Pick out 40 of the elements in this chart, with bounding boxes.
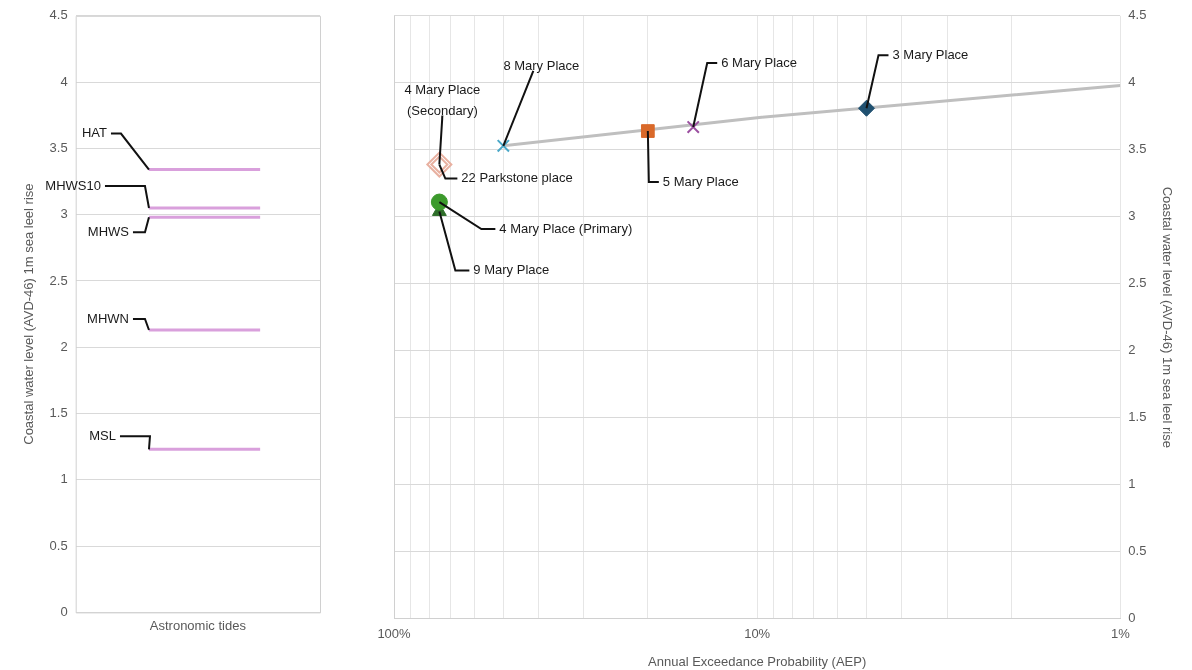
y-tick-label: 1.5: [1128, 409, 1147, 425]
y-tick-label: 4.5: [49, 7, 68, 23]
text: 9 Mary Place: [473, 262, 550, 278]
y-tick-label: 2: [1128, 342, 1136, 358]
ref-line-label: MHWS10: [45, 177, 101, 193]
ref-line-label: MHWS: [87, 223, 130, 239]
text: 3 Mary Place: [892, 46, 969, 62]
y-tick-label: 3: [1128, 208, 1136, 224]
y-tick-label: 1.5: [49, 405, 68, 421]
x-tick-label: 1%: [1110, 626, 1131, 642]
y-tick-label: 0: [1128, 610, 1136, 626]
x-tick-label: Astronomic tides: [149, 617, 247, 633]
y-tick-label: 0.5: [49, 537, 68, 553]
y-tick-label: 0: [60, 603, 68, 619]
text: 5 Mary Place: [662, 173, 739, 189]
text: 6 Mary Place: [721, 54, 798, 70]
x-axis-title: Annual Exceedance Probability (AEP): [648, 653, 867, 669]
series-label: 22 Parkstone place: [461, 170, 573, 186]
y-tick-label: 3.5: [1128, 141, 1147, 157]
y-tick-label: 0.5: [1128, 543, 1147, 559]
y-tick-label: 2.5: [49, 272, 68, 288]
y-tick-label: 1: [1128, 476, 1136, 492]
ref-line-label: MSL: [89, 427, 116, 443]
y-tick-label: 4: [1128, 74, 1136, 90]
y-tick-label: 4: [60, 73, 68, 89]
y-tick-label: 3.5: [49, 139, 68, 155]
x-tick-label: 10%: [744, 626, 771, 642]
y-tick-label: 2.5: [1128, 275, 1147, 291]
y-axis-title: Coastal water level (AVD-46) 1m sea leel rise: [21, 183, 37, 445]
ref-line-label: HAT: [81, 125, 108, 141]
ref-line-label: MHWN: [87, 310, 129, 326]
text: 4 Mary Place (Secondary): [404, 81, 481, 118]
y-tick-label: 3: [60, 206, 68, 222]
y-axis-title: Coastal water level (AVD-46) 1m sea leel rise: [1159, 186, 1175, 448]
x-tick-label: 100%: [377, 626, 412, 642]
y-tick-label: 4.5: [1128, 7, 1147, 23]
text: 8 Mary Place: [503, 57, 580, 73]
y-tick-label: 2: [60, 338, 68, 354]
text: 4 Mary Place (Primary): [499, 220, 633, 236]
y-tick-label: 1: [60, 471, 68, 487]
